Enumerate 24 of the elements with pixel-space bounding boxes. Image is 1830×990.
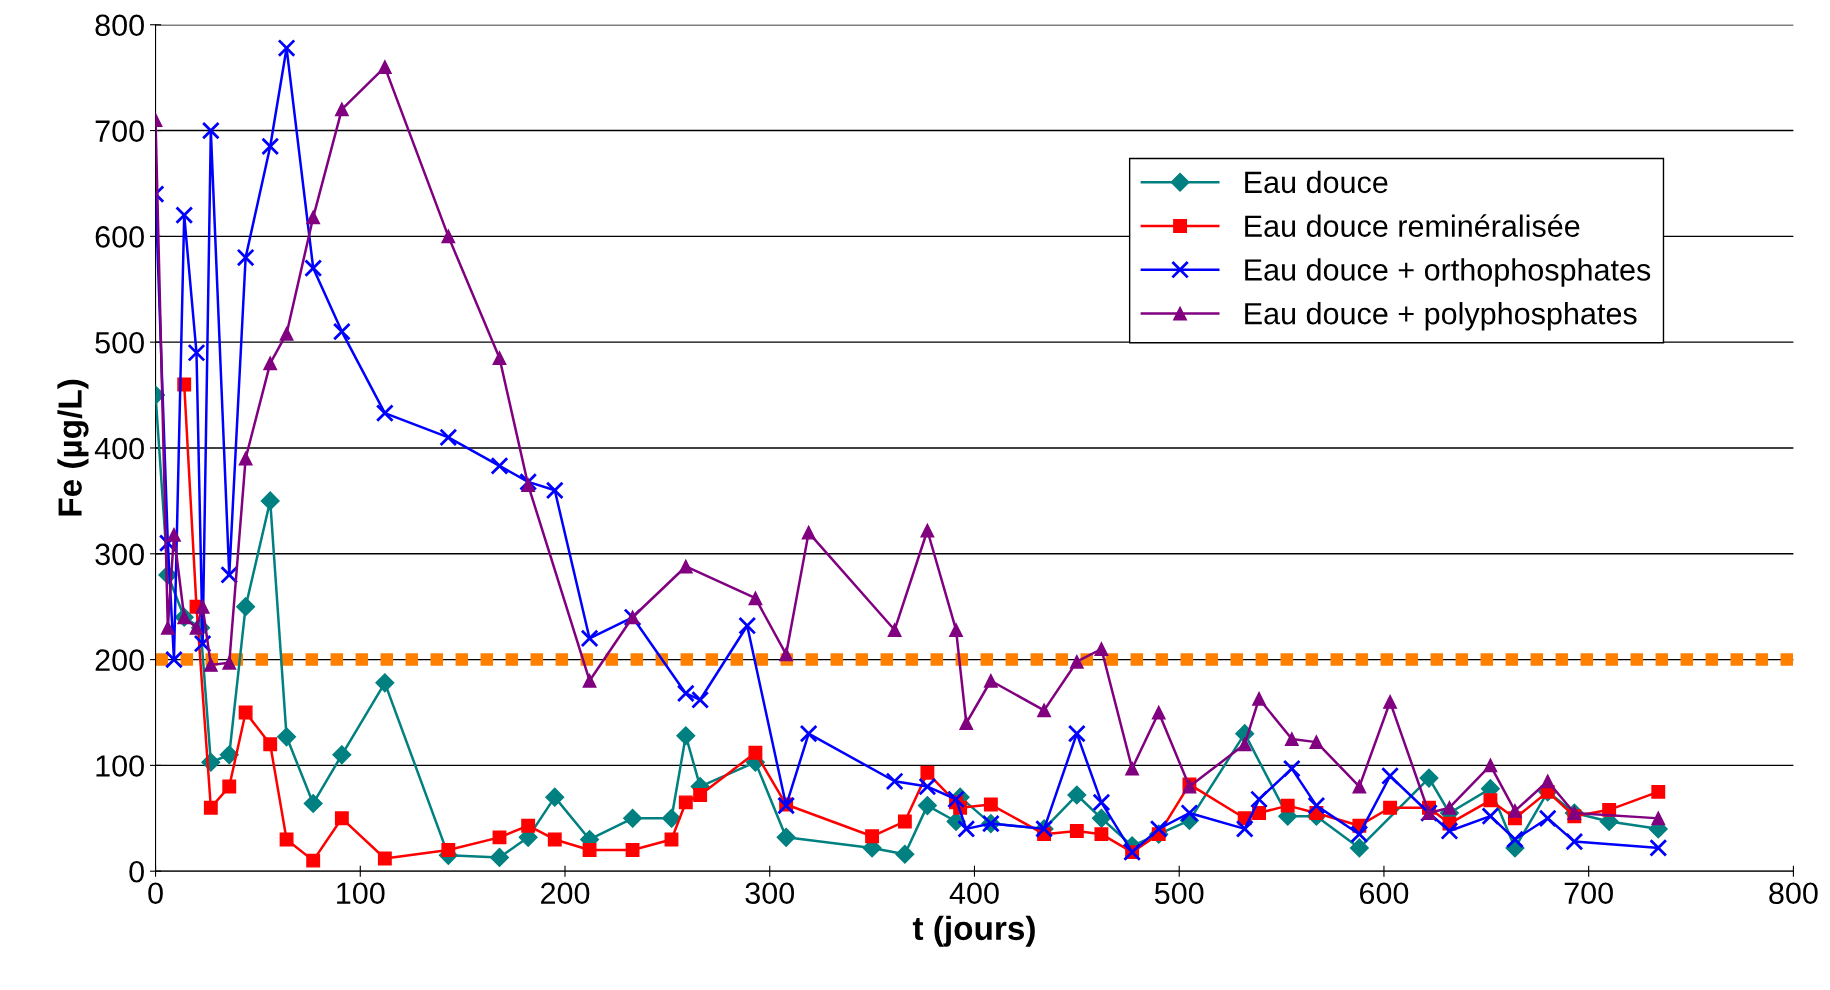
legend-label: Eau douce reminéralisée [1245,214,1580,237]
y-tick-label: 500 [95,331,144,354]
legend-label: Eau douce [1245,170,1388,194]
y-tick-label: 600 [95,226,144,248]
legend-label: Eau douce + orthophosphates [1245,258,1651,287]
x-tick-label: 200 [541,882,590,905]
y-tick-label: 400 [94,437,144,460]
y-tick-label: 200 [95,649,144,671]
x-tick-label: 400 [949,882,999,905]
x-tick-label: 0 [148,882,163,905]
y-axis-title: Fe (µg/L) [57,379,89,516]
y-tick-label: 300 [95,543,144,566]
x-tick-label: 700 [1564,882,1613,905]
y-tick-label: 800 [95,14,144,37]
x-axis-title: t (jours) [912,915,1035,947]
x-tick-label: 300 [745,882,795,905]
y-tick-label: 0 [129,860,144,883]
y-tick-label: 700 [95,120,144,142]
x-tick-label: 800 [1769,882,1818,905]
legend-label: Eau douce + polyphosphates [1245,302,1637,331]
y-tick-label: 100 [96,755,144,777]
x-tick-label: 100 [337,882,385,905]
x-tick-label: 600 [1360,882,1409,905]
x-tick-label: 500 [1154,882,1204,905]
